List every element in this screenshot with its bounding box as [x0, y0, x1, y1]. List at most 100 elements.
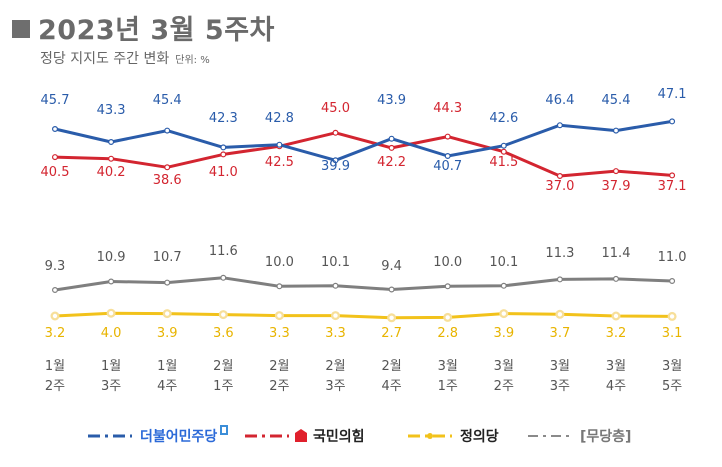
- data-label-justice: 3.3: [269, 326, 290, 341]
- data-point: [165, 311, 170, 316]
- data-label-ppp: 37.0: [545, 179, 574, 194]
- data-point: [444, 133, 451, 140]
- series-line-dem: [54, 119, 673, 162]
- data-label-ppp: 37.9: [602, 179, 631, 194]
- data-label-ppp: 45.0: [321, 101, 350, 116]
- data-point: [500, 148, 507, 155]
- x-tick-label-month: 2월: [269, 359, 289, 374]
- data-label-justice: 2.8: [437, 326, 458, 341]
- data-label-justice: 3.3: [325, 326, 346, 341]
- series-line-ppp: [54, 131, 673, 178]
- data-label-independent: 10.7: [153, 250, 182, 265]
- data-label-dem: 46.4: [545, 93, 574, 108]
- data-label-dem: 42.6: [489, 111, 518, 126]
- x-tick-label-week: 1주: [213, 379, 233, 394]
- data-label-ppp: 42.2: [377, 155, 406, 170]
- data-label-independent: 10.0: [433, 255, 462, 270]
- data-label-ppp: 40.5: [41, 165, 70, 180]
- data-point: [612, 275, 619, 282]
- data-point: [51, 287, 58, 294]
- data-label-independent: 11.3: [545, 246, 574, 261]
- x-tick-label-month: 1월: [157, 359, 177, 374]
- data-label-justice: 4.0: [101, 326, 122, 341]
- data-point: [612, 168, 619, 175]
- data-point: [613, 313, 619, 319]
- data-label-ppp: 41.5: [489, 155, 518, 170]
- legend-line-democratic: [88, 434, 132, 438]
- x-tick-label-month: 3월: [438, 359, 458, 374]
- x-tick-label-week: 4주: [606, 379, 626, 394]
- data-point: [388, 135, 395, 142]
- legend-item-democratic: 더불어민주당: [88, 425, 229, 446]
- x-tick-label-month: 3월: [662, 359, 682, 374]
- chart-subtitle: 정당 지지도 주간 변화: [40, 51, 170, 67]
- data-label-dem: 39.9: [321, 159, 350, 174]
- data-point: [108, 139, 115, 146]
- line-chart: 45.7 43.3 45.4 42.3 42.8 39.9 43.9 40.7 42.6 46.4…: [41, 87, 687, 394]
- data-label-independent: 10.0: [265, 255, 294, 270]
- data-point: [388, 144, 395, 151]
- legend-item-ppp: 국민의힘: [245, 426, 365, 446]
- data-label-ppp: 38.6: [153, 173, 182, 188]
- data-point: [51, 125, 58, 132]
- data-point: [108, 311, 114, 316]
- data-label-dem: 42.3: [209, 111, 238, 126]
- data-label-independent: 9.4: [381, 259, 402, 274]
- data-point: [277, 313, 282, 318]
- x-tick-label-week: 3주: [325, 379, 345, 394]
- legend-label-justice: 정의당: [460, 429, 499, 445]
- data-label-ppp: 40.2: [97, 165, 126, 180]
- data-point: [669, 314, 675, 319]
- data-label-justice: 3.9: [493, 326, 514, 341]
- title-row: 2023년 3월 5주차: [12, 8, 275, 47]
- x-tick-label-month: 2월: [325, 359, 345, 374]
- x-tick-label-month: 2월: [381, 359, 401, 374]
- data-point: [500, 142, 507, 149]
- data-point: [108, 155, 115, 162]
- x-tick-label-week: 4주: [157, 379, 177, 394]
- x-tick-label-week: 2주: [45, 379, 65, 394]
- data-label-dem: 42.8: [265, 111, 294, 126]
- data-label-dem: 45.4: [602, 93, 631, 108]
- x-tick-label-month: 1월: [45, 359, 65, 374]
- data-label-justice: 3.9: [157, 326, 178, 341]
- x-tick-label-month: 2월: [213, 359, 233, 374]
- data-label-dem: 45.4: [153, 93, 182, 108]
- data-label-independent: 11.4: [602, 246, 631, 261]
- data-point: [332, 129, 339, 136]
- data-label-justice: 3.1: [662, 326, 683, 341]
- data-label-justice: 3.6: [213, 326, 234, 341]
- data-point: [612, 127, 619, 134]
- data-label-independent: 10.1: [321, 255, 350, 270]
- title-bullet-square: [12, 19, 30, 38]
- data-label-ppp: 42.5: [265, 155, 294, 170]
- data-label-justice: 3.2: [45, 326, 66, 341]
- unit-label: 단위: %: [175, 55, 210, 66]
- data-point: [332, 157, 339, 164]
- data-point: [501, 311, 506, 316]
- data-point: [164, 164, 171, 171]
- legend-label-independent: [무당층]: [580, 429, 632, 445]
- x-tick-label-month: 1월: [101, 359, 121, 374]
- x-tick-label-week: 1주: [438, 379, 458, 394]
- legend-item-independent: [무당층]: [528, 426, 631, 446]
- data-point: [444, 153, 451, 160]
- data-point: [108, 278, 115, 285]
- series-line-justice: [54, 311, 673, 320]
- legend-line-independent: [528, 435, 572, 437]
- x-tick-label-month: 3월: [550, 359, 570, 374]
- x-tick-label-month: 3월: [494, 359, 514, 374]
- data-point: [221, 312, 226, 317]
- data-label-dem: 47.1: [658, 87, 687, 102]
- data-label-independent: 9.3: [45, 259, 66, 274]
- data-point: [332, 282, 339, 289]
- data-label-justice: 3.2: [606, 326, 627, 341]
- legend: 더불어민주당 국민의힘 정의당 [무당층]: [0, 418, 722, 458]
- data-point: [669, 118, 676, 125]
- x-tick-label-week: 5주: [662, 379, 682, 394]
- data-point: [220, 274, 227, 281]
- data-point: [445, 315, 450, 320]
- data-point: [276, 283, 283, 290]
- data-label-dem: 45.7: [41, 93, 70, 108]
- data-point: [500, 282, 507, 289]
